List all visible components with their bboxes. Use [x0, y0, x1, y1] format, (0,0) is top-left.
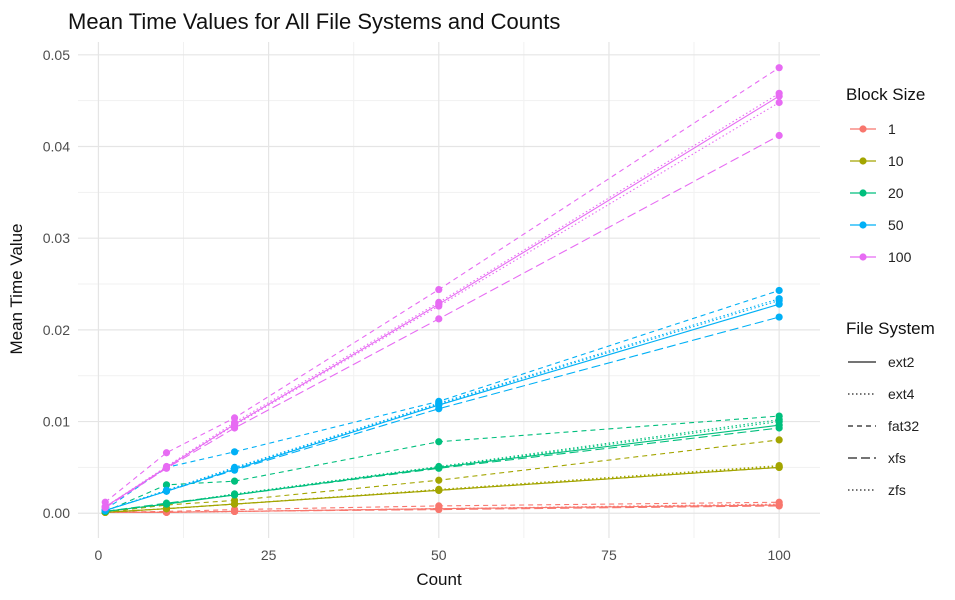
series-line-50-xfs	[105, 316, 780, 512]
data-point-100-zfs	[230, 421, 239, 429]
legend-label-block-size: 50	[888, 217, 904, 233]
legend-label-file-system: ext2	[888, 354, 915, 370]
data-point-50-zfs	[162, 486, 171, 494]
data-point-100-zfs	[775, 98, 783, 107]
data-point-50-fat32	[230, 448, 239, 456]
data-point-20-xfs	[775, 424, 783, 432]
data-point-100-fat32	[162, 449, 171, 457]
x-tick-label: 0	[95, 547, 103, 563]
data-point-10-zfs	[435, 485, 443, 494]
data-point-10-fat32	[435, 476, 443, 484]
legend-key-point	[859, 157, 867, 165]
series-line-20-zfs	[105, 419, 780, 512]
x-tick-label: 100	[767, 547, 791, 563]
legend-file-system: File System ext2 ext4 fat32 xfs zfs	[846, 319, 935, 498]
legend-title-file-system: File System	[846, 319, 935, 338]
data-point-100-xfs	[435, 315, 443, 323]
data-point-100-fat32	[775, 64, 783, 72]
data-point-50-xfs	[775, 313, 783, 321]
y-tick-label: 0.02	[43, 322, 70, 338]
data-point-10-zfs	[230, 500, 239, 508]
legend-label-block-size: 1	[888, 121, 896, 137]
x-tick-label: 25	[261, 547, 277, 563]
y-axis-title: Mean Time Value	[7, 223, 26, 354]
data-point-1-zfs	[435, 505, 443, 513]
data-point-50-fat32	[775, 286, 783, 295]
y-tick-label: 0.04	[43, 139, 70, 155]
data-point-50-zfs	[775, 295, 783, 303]
data-point-50-zfs	[435, 399, 443, 407]
data-point-10-fat32	[775, 436, 783, 444]
legend-key-point	[859, 253, 867, 261]
x-tick-label: 50	[431, 547, 447, 563]
series-line-10-zfs	[105, 465, 780, 513]
legend-label-file-system: ext4	[888, 386, 915, 402]
axis-ticks: 0 25 50 75 100 0.00 0.01 0.02 0.03 0.04 0.05	[43, 47, 791, 563]
data-point-100-zfs	[101, 503, 109, 511]
data-points	[101, 64, 783, 516]
data-point-100-ext4	[775, 89, 783, 97]
data-point-100-fat32	[230, 414, 239, 422]
series-line-100-fat32	[104, 67, 780, 503]
data-point-100-zfs	[435, 302, 443, 310]
series-line-50-fat32	[104, 289, 780, 511]
data-point-10-zfs	[775, 461, 783, 470]
y-tick-label: 0.01	[43, 414, 70, 430]
data-point-100-zfs	[162, 463, 171, 472]
legend-title-block-size: Block Size	[846, 85, 925, 104]
legend-label-file-system: xfs	[888, 450, 906, 466]
legend-block-size: Block Size 1 10 20 50 100	[846, 85, 925, 265]
legend-key-point	[859, 189, 867, 197]
series-line-10-fat32	[105, 439, 780, 513]
legend-key-point	[859, 125, 867, 133]
data-point-100-xfs	[775, 131, 783, 140]
data-point-20-fat32	[162, 481, 171, 489]
data-point-20-fat32	[230, 477, 239, 485]
legend-label-file-system: fat32	[888, 418, 919, 434]
data-point-50-zfs	[230, 463, 239, 472]
y-tick-label: 0.00	[43, 505, 70, 521]
legend-label-file-system: zfs	[888, 482, 906, 498]
legend-label-block-size: 10	[888, 153, 904, 169]
y-tick-label: 0.05	[43, 47, 70, 63]
data-point-20-zfs	[162, 500, 171, 508]
legend-label-block-size: 100	[888, 249, 912, 265]
y-tick-label: 0.03	[43, 230, 70, 246]
data-point-50-xfs	[435, 405, 443, 413]
legend-label-block-size: 20	[888, 185, 904, 201]
x-tick-label: 75	[601, 547, 617, 563]
legend-key-point	[859, 221, 867, 229]
data-point-20-zfs	[435, 462, 443, 471]
data-point-1-zfs	[775, 501, 783, 509]
chart-title: Mean Time Values for All File Systems an…	[68, 9, 560, 34]
data-point-100-fat32	[435, 285, 443, 294]
data-point-1-zfs	[230, 507, 239, 516]
data-point-20-fat32	[435, 438, 443, 446]
x-axis-title: Count	[416, 570, 462, 589]
data-point-20-zfs	[775, 416, 783, 424]
grid-lines	[78, 42, 820, 538]
series-line-20-fat32	[105, 415, 780, 512]
data-point-20-zfs	[230, 490, 239, 498]
